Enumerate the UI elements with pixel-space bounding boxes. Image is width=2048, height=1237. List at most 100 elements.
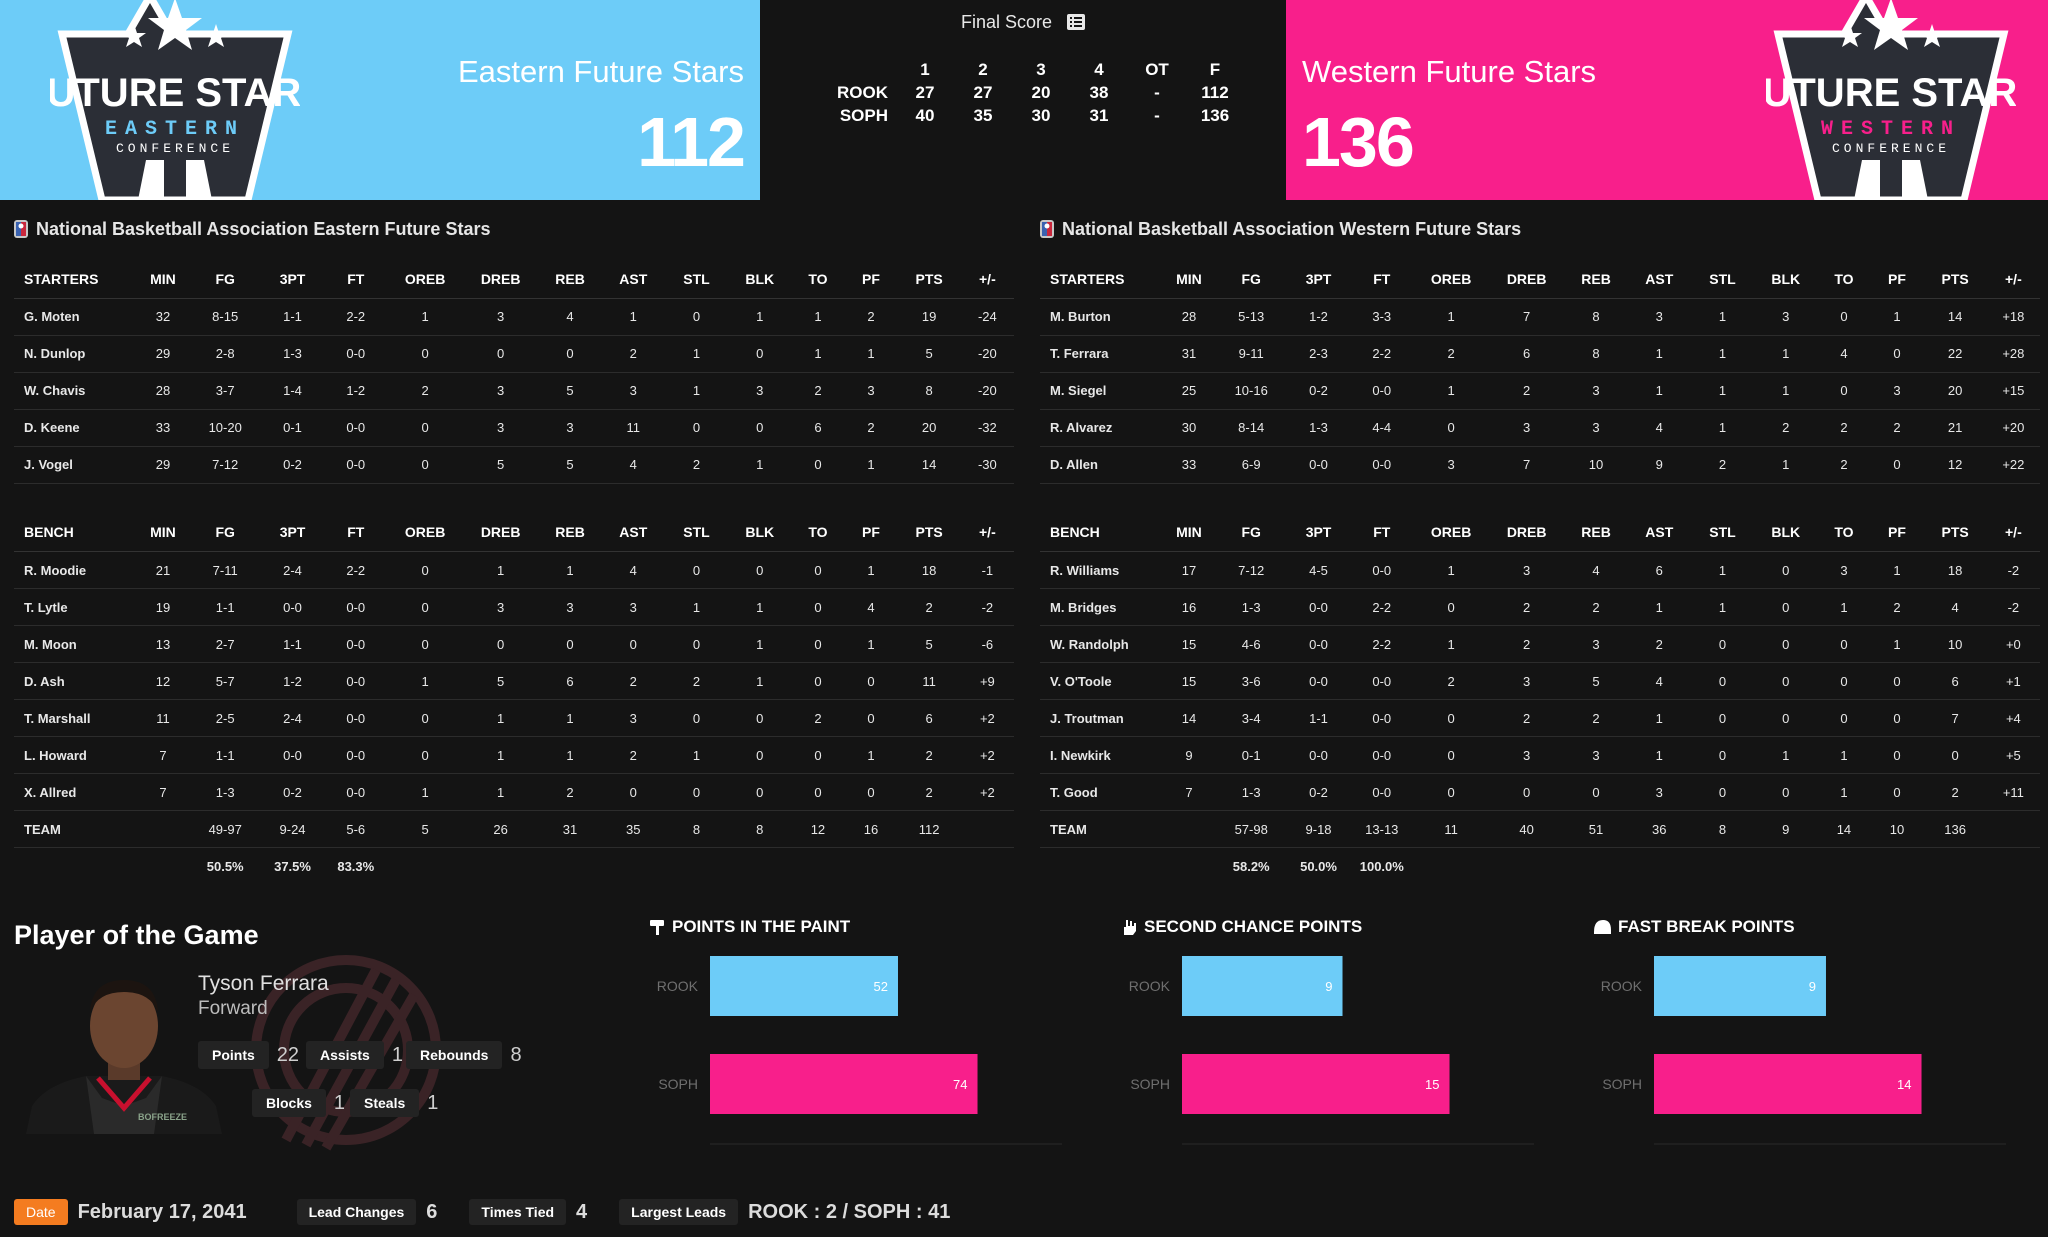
column-header[interactable]: DREB — [1488, 513, 1565, 552]
column-header[interactable]: FT — [324, 260, 388, 299]
player-row[interactable]: M. Moon 13 2-7 1-1 0-0 0 0 0 0 0 1 0 1 5 -6 — [14, 625, 1014, 663]
column-header[interactable]: PF — [1870, 260, 1924, 299]
column-header[interactable]: PF — [844, 260, 898, 299]
player-name[interactable]: D. Keene — [14, 409, 137, 447]
player-name[interactable]: M. Moon — [14, 625, 137, 663]
column-header[interactable]: REB — [1564, 513, 1628, 552]
column-header[interactable]: DREB — [462, 513, 539, 552]
document-icon[interactable] — [1067, 14, 1086, 30]
column-header[interactable]: BLK — [728, 513, 792, 552]
player-row[interactable]: D. Allen 33 6-9 0-0 0-0 3 7 10 9 2 1 2 0 12 +22 — [1040, 446, 2040, 484]
column-header[interactable]: OREB — [1413, 260, 1489, 299]
column-header[interactable]: 3PT — [260, 260, 325, 299]
player-row[interactable]: X. Allred 7 1-3 0-2 0-0 1 1 2 0 0 0 0 0 2 +2 — [14, 773, 1014, 811]
column-header[interactable]: TO — [1817, 260, 1871, 299]
column-header[interactable]: PTS — [1923, 260, 1987, 299]
player-name[interactable]: N. Dunlop — [14, 335, 137, 373]
column-header[interactable]: BENCH — [14, 513, 137, 552]
column-header[interactable]: AST — [601, 513, 665, 552]
column-header[interactable]: REB — [1564, 260, 1628, 299]
player-row[interactable]: M. Bridges 16 1-3 0-0 2-2 0 2 2 1 1 0 1 2 4 -2 — [1040, 588, 2040, 626]
column-header[interactable]: BLK — [728, 260, 792, 299]
column-header[interactable]: FG — [1215, 260, 1287, 299]
column-header[interactable]: BLK — [1754, 513, 1818, 552]
column-header[interactable]: PTS — [897, 513, 961, 552]
column-header[interactable]: AST — [1627, 513, 1691, 552]
player-name[interactable]: M. Siegel — [1040, 372, 1163, 410]
column-header[interactable]: 3PT — [1286, 513, 1351, 552]
player-row[interactable]: I. Newkirk 9 0-1 0-0 0-0 0 3 3 1 0 1 1 0 0 +5 — [1040, 736, 2040, 774]
column-header[interactable]: +/- — [1986, 260, 2040, 299]
column-header[interactable]: STARTERS — [14, 260, 137, 299]
player-name[interactable]: I. Newkirk — [1040, 736, 1163, 774]
player-name[interactable]: T. Marshall — [14, 699, 137, 737]
column-header[interactable]: PTS — [1923, 513, 1987, 552]
column-header[interactable]: MIN — [1162, 260, 1216, 299]
player-name[interactable]: M. Bridges — [1040, 588, 1163, 626]
player-name[interactable]: T. Ferrara — [1040, 335, 1163, 373]
player-name[interactable]: J. Vogel — [14, 446, 137, 484]
column-header[interactable]: DREB — [1488, 260, 1565, 299]
player-row[interactable]: R. Moodie 21 7-11 2-4 2-2 0 1 1 4 0 0 0 1 18 -1 — [14, 551, 1014, 589]
player-name[interactable]: J. Troutman — [1040, 699, 1163, 737]
player-row[interactable]: G. Moten 32 8-15 1-1 2-2 1 3 4 1 0 1 1 2 19 -24 — [14, 298, 1014, 336]
column-header[interactable]: FT — [1350, 260, 1414, 299]
column-header[interactable]: REB — [538, 513, 602, 552]
column-header[interactable]: STARTERS — [1040, 260, 1163, 299]
column-header[interactable]: 3PT — [260, 513, 325, 552]
column-header[interactable]: STL — [664, 260, 729, 299]
player-name[interactable]: M. Burton — [1040, 298, 1163, 336]
team-totals-row[interactable]: TEAM 57-98 9-18 13-13 11 40 51 36 8 9 14 10 136 — [1040, 810, 2040, 848]
column-header[interactable]: DREB — [462, 260, 539, 299]
column-header[interactable]: STL — [664, 513, 729, 552]
column-header[interactable]: PTS — [897, 260, 961, 299]
column-header[interactable]: PF — [844, 513, 898, 552]
player-row[interactable]: D. Ash 12 5-7 1-2 0-0 1 5 6 2 2 1 0 0 11 +9 — [14, 662, 1014, 700]
column-header[interactable]: TO — [1817, 513, 1871, 552]
column-header[interactable]: STL — [1690, 260, 1755, 299]
player-name[interactable]: TEAM — [14, 810, 137, 848]
player-row[interactable]: M. Burton 28 5-13 1-2 3-3 1 7 8 3 1 3 0 1 14 +18 — [1040, 298, 2040, 336]
column-header[interactable]: +/- — [960, 260, 1014, 299]
player-row[interactable]: W. Chavis 28 3-7 1-4 1-2 2 3 5 3 1 3 2 3 8 -20 — [14, 372, 1014, 410]
column-header[interactable]: FG — [189, 260, 261, 299]
player-row[interactable]: R. Alvarez 30 8-14 1-3 4-4 0 3 3 4 1 2 2 2 21 +20 — [1040, 409, 2040, 447]
column-header[interactable]: AST — [601, 260, 665, 299]
column-header[interactable]: OREB — [1413, 513, 1489, 552]
player-name[interactable]: T. Good — [1040, 773, 1163, 811]
player-name[interactable]: D. Ash — [14, 662, 137, 700]
player-name[interactable]: W. Chavis — [14, 372, 137, 410]
player-name[interactable]: R. Williams — [1040, 551, 1163, 589]
player-name[interactable]: R. Moodie — [14, 551, 137, 589]
column-header[interactable]: 3PT — [1286, 260, 1351, 299]
player-name[interactable]: R. Alvarez — [1040, 409, 1163, 447]
player-name[interactable]: G. Moten — [14, 298, 137, 336]
column-header[interactable]: REB — [538, 260, 602, 299]
column-header[interactable]: MIN — [136, 260, 190, 299]
column-header[interactable]: FG — [189, 513, 261, 552]
column-header[interactable]: +/- — [1986, 513, 2040, 552]
column-header[interactable]: FG — [1215, 513, 1287, 552]
column-header[interactable]: STL — [1690, 513, 1755, 552]
column-header[interactable]: TO — [791, 513, 845, 552]
column-header[interactable]: TO — [791, 260, 845, 299]
player-row[interactable]: R. Williams 17 7-12 4-5 0-0 1 3 4 6 1 0 3 1 18 -2 — [1040, 551, 2040, 589]
column-header[interactable]: MIN — [1162, 513, 1216, 552]
player-row[interactable]: T. Lytle 19 1-1 0-0 0-0 0 3 3 3 1 1 0 4 2 -2 — [14, 588, 1014, 626]
player-name[interactable]: V. O'Toole — [1040, 662, 1163, 700]
column-header[interactable]: FT — [1350, 513, 1414, 552]
team-totals-row[interactable]: TEAM 49-97 9-24 5-6 5 26 31 35 8 8 12 16 112 — [14, 810, 1014, 848]
column-header[interactable]: OREB — [387, 513, 463, 552]
player-row[interactable]: D. Keene 33 10-20 0-1 0-0 0 3 3 11 0 0 6 2 20 -32 — [14, 409, 1014, 447]
player-row[interactable]: J. Vogel 29 7-12 0-2 0-0 0 5 5 4 2 1 0 1 14 -30 — [14, 446, 1014, 484]
player-row[interactable]: T. Good 7 1-3 0-2 0-0 0 0 0 3 0 0 1 0 2 +11 — [1040, 773, 2040, 811]
player-row[interactable]: N. Dunlop 29 2-8 1-3 0-0 0 0 0 2 1 0 1 1 5 -20 — [14, 335, 1014, 373]
player-row[interactable]: J. Troutman 14 3-4 1-1 0-0 0 2 2 1 0 0 0 0 7 +4 — [1040, 699, 2040, 737]
player-row[interactable]: W. Randolph 15 4-6 0-0 2-2 1 2 3 2 0 0 0 1 10 +0 — [1040, 625, 2040, 663]
column-header[interactable]: AST — [1627, 260, 1691, 299]
player-name[interactable]: T. Lytle — [14, 588, 137, 626]
column-header[interactable]: BENCH — [1040, 513, 1163, 552]
player-name[interactable]: L. Howard — [14, 736, 137, 774]
player-name[interactable]: D. Allen — [1040, 446, 1163, 484]
player-name[interactable]: TEAM — [1040, 810, 1163, 848]
